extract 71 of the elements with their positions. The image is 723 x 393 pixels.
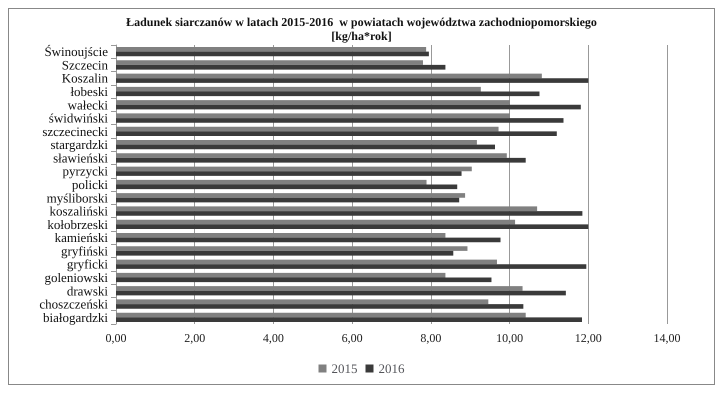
bar [116, 260, 497, 264]
x-tick-label: 8,00 [420, 331, 442, 345]
legend-label: 2015 [332, 361, 358, 376]
bar [116, 144, 496, 150]
x-tick-label: 4,00 [262, 331, 284, 345]
y-tick-label: białogardzki [43, 310, 108, 325]
bar [116, 272, 446, 278]
bar [116, 312, 526, 318]
y-tick-label: stargardzki [50, 137, 108, 152]
y-tick-label: goleniowski [44, 270, 108, 285]
x-tick-label: 6,00 [342, 331, 363, 345]
x-tick-label: 10,00 [496, 331, 524, 345]
bar [116, 278, 492, 282]
bar [116, 286, 523, 291]
bar [116, 118, 564, 123]
bar [116, 153, 507, 158]
bar [116, 299, 488, 304]
bar [116, 171, 462, 176]
bar [116, 317, 582, 322]
bar [116, 52, 429, 56]
bar [116, 211, 582, 216]
bar [116, 250, 454, 256]
bar [116, 158, 526, 163]
y-tick-label: świdwiński [48, 110, 108, 126]
bar [116, 126, 499, 132]
bar [116, 290, 566, 296]
y-tick-label: pyrzycki [62, 164, 108, 179]
bar [116, 238, 501, 242]
y-tick-label: wałecki [68, 97, 108, 112]
x-tick-label: 0,00 [106, 331, 126, 345]
y-tick-label: drawski [66, 283, 108, 298]
bar [116, 166, 472, 172]
y-tick-label: kołobrzeski [47, 216, 108, 232]
bar [116, 198, 460, 202]
x-tick-label: 14,00 [654, 331, 680, 345]
bar [116, 140, 477, 145]
y-tick-label: łobeski [70, 84, 108, 99]
bar [116, 104, 581, 110]
bar [116, 304, 524, 309]
x-tick-label: 2,00 [184, 331, 206, 345]
bar [116, 74, 542, 78]
y-tick-label: szczecinecki [42, 124, 108, 139]
bar [116, 224, 588, 230]
x-tick-label: 12,00 [574, 331, 602, 345]
bar [116, 180, 427, 184]
bar [116, 86, 481, 92]
y-tick-label: choszczeński [39, 296, 108, 312]
bar [116, 264, 586, 269]
bar [116, 64, 446, 70]
bar [116, 113, 510, 118]
bar [116, 193, 466, 198]
bar [116, 232, 446, 238]
y-tick-label: policki [72, 177, 108, 192]
bar [116, 246, 468, 251]
y-tick-label: gryfiński [61, 243, 108, 258]
bar [116, 46, 426, 52]
bar [116, 100, 510, 105]
bar [116, 184, 458, 190]
legend-label: 2016 [378, 361, 405, 376]
bar [116, 60, 423, 65]
y-tick-label: Koszalin [62, 70, 108, 86]
bar [116, 206, 538, 212]
y-tick-label: Świnoujście [44, 44, 108, 60]
chart-title: Ładunek siarczanów w latach 2015-2016 w powiatach województwa zachodniopomorskiego [126, 15, 597, 29]
y-tick-label: kamieński [54, 230, 108, 246]
bar [116, 131, 557, 136]
bar [116, 78, 588, 83]
y-tick-label: koszaliński [50, 204, 108, 219]
bar [116, 220, 516, 224]
chart-subtitle: [kg/ha*rok] [331, 29, 392, 43]
bar [116, 92, 540, 96]
